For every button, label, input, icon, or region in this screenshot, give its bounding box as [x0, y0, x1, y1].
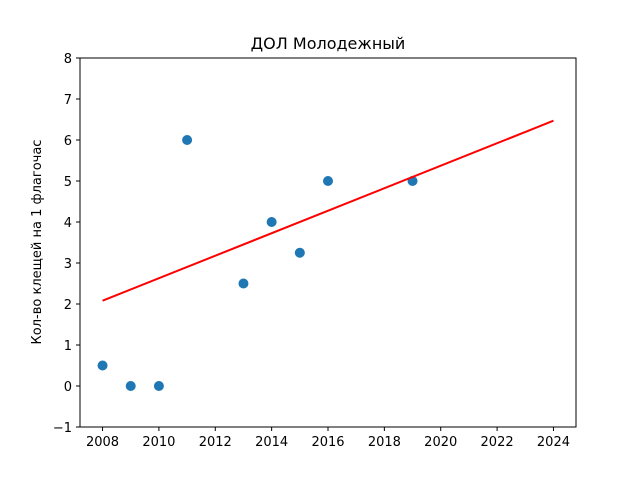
data-point	[294, 247, 305, 258]
x-tick-label: 2014	[255, 435, 288, 450]
y-tick-label: 1	[64, 339, 72, 354]
x-tick-label: 2022	[481, 435, 514, 450]
data-point	[182, 135, 193, 145]
x-tick-label: 2008	[86, 435, 119, 450]
plot-frame	[79, 57, 577, 428]
x-tick-label: 2016	[311, 435, 344, 450]
y-tick-label: 0	[64, 380, 72, 395]
x-tick-label: 2018	[368, 435, 401, 450]
data-point	[97, 360, 108, 371]
data-point	[153, 381, 164, 391]
y-tick-label: 3	[64, 257, 72, 272]
data-point	[238, 278, 249, 289]
chart-title: ДОЛ Молодежный	[251, 34, 406, 53]
data-point	[323, 176, 333, 186]
y-axis-label: Кол-во клещей на 1 флагочас	[30, 140, 45, 345]
trendline	[102, 119, 554, 302]
x-tick-label: 2012	[199, 435, 232, 450]
y-tick-label: 5	[64, 175, 72, 190]
y-tick-label: 4	[64, 216, 72, 231]
x-tick-label: 2020	[424, 435, 457, 450]
y-tick-label: 7	[64, 93, 72, 108]
y-tick-label: 2	[64, 298, 72, 313]
y-tick-label: 8	[64, 52, 72, 67]
y-tick-label: −1	[53, 421, 72, 436]
plot-area: 2008 2010 2012 2014 2016 2018 2020 2022 2024 −1 0 1…	[53, 52, 570, 450]
x-tick-label: 2024	[537, 435, 570, 450]
data-point	[125, 381, 136, 391]
y-tick-label: 6	[64, 134, 72, 149]
x-tick-label: 2010	[142, 435, 175, 450]
data-point	[266, 217, 277, 227]
